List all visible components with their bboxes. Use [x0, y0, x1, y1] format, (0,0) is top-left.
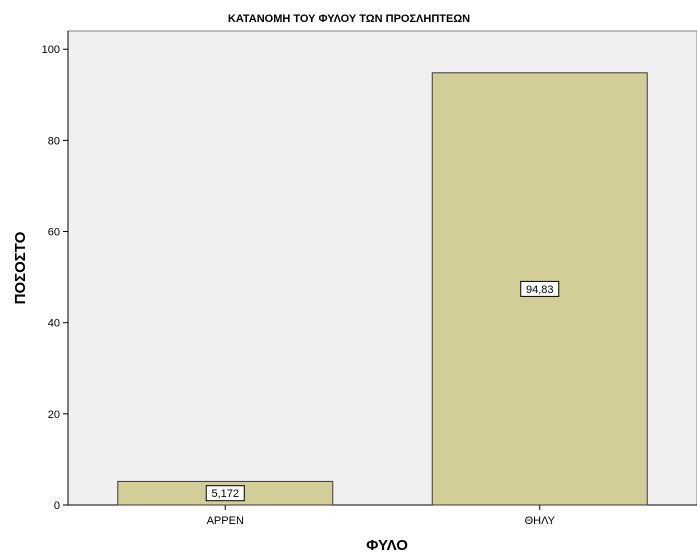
data-labels: 5,172 94,83 — [205, 280, 560, 502]
x-axis-title: ΦΥΛΟ — [366, 537, 408, 554]
y-tick-label: 40 — [48, 318, 60, 330]
y-tick-label: 0 — [54, 500, 60, 512]
x-tick-label: ΑΡΡΕΝ — [207, 515, 244, 527]
data-label-box — [520, 280, 560, 297]
y-axis: 0 20 40 60 80 100 — [42, 31, 69, 512]
y-tick-label: 80 — [48, 135, 60, 147]
y-tick-label: 60 — [48, 227, 60, 239]
x-tick-label: ΘΗΛΥ — [525, 515, 556, 527]
x-axis: ΑΡΡΕΝ ΘΗΛΥ — [68, 504, 697, 527]
y-tick-label: 100 — [42, 44, 60, 56]
data-label: 5,172 — [211, 488, 239, 500]
data-label-box — [205, 485, 245, 502]
y-tick-label: 20 — [48, 409, 60, 421]
y-axis-title: ΠΟΣΟΣΤΟ — [12, 231, 29, 304]
chart-title: ΚΑΤΑΝΟΜΗ ΤΟΥ ΦΥΛΟΥ ΤΩΝ ΠΡΟΣΛΗΠΤΕΩΝ — [228, 13, 470, 25]
data-label: 94,83 — [526, 284, 554, 296]
